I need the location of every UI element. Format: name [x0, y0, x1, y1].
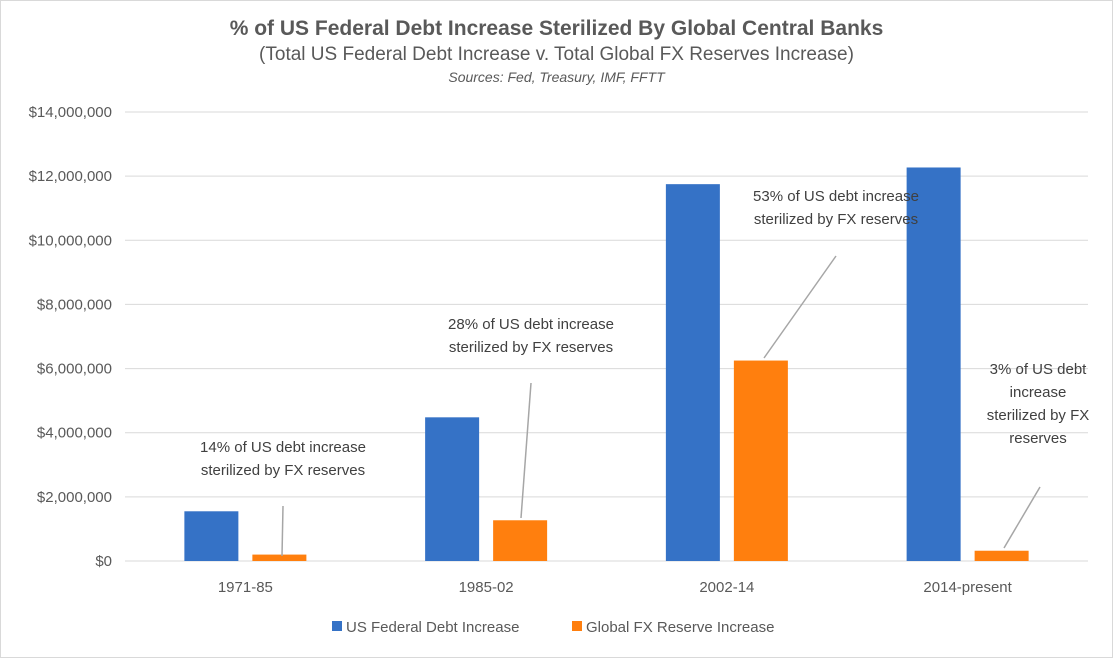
chart-title: % of US Federal Debt Increase Sterilized… — [229, 17, 884, 40]
y-tick-label: $8,000,000 — [37, 296, 112, 313]
y-tick-label: $12,000,000 — [29, 168, 112, 185]
bar — [733, 360, 788, 561]
x-tick-label: 2014-present — [923, 579, 1012, 596]
legend: US Federal Debt Increase Global FX Reserv… — [332, 619, 774, 636]
annotation-text: 3% of US debt — [990, 361, 1088, 378]
x-axis-tick-labels: 1971-85 1985-02 2002-14 2014-present — [218, 579, 1013, 596]
y-tick-label: $6,000,000 — [37, 361, 112, 378]
y-tick-label: $4,000,000 — [37, 425, 112, 442]
bar — [425, 417, 480, 561]
bar — [493, 520, 548, 561]
bars — [184, 167, 1029, 562]
annotation-text: sterilized by FX reserves — [754, 211, 918, 228]
legend-label: US Federal Debt Increase — [346, 619, 519, 636]
bar — [906, 167, 961, 561]
chart-subtitle: (Total US Federal Debt Increase v. Total… — [259, 44, 854, 65]
legend-label: Global FX Reserve Increase — [586, 619, 774, 636]
annotation-leader-line — [520, 382, 532, 519]
annotation-text: sterilized by FX — [987, 407, 1090, 424]
x-tick-label: 2002-14 — [699, 579, 754, 596]
y-axis-tick-labels: $0 $2,000,000 $4,000,000 $6,000,000 $8,000,0… — [29, 104, 112, 570]
annotation-text: 53% of US debt increase — [753, 188, 919, 205]
annotations: 14% of US debt increase sterilized by FX … — [200, 188, 1089, 479]
annotation-text: 14% of US debt increase — [200, 439, 366, 456]
chart-source: Sources: Fed, Treasury, IMF, FFTT — [448, 69, 665, 85]
y-tick-label: $10,000,000 — [29, 232, 112, 249]
x-tick-label: 1985-02 — [459, 579, 514, 596]
x-tick-label: 1971-85 — [218, 579, 273, 596]
bar — [974, 550, 1029, 561]
y-tick-label: $14,000,000 — [29, 104, 112, 121]
bar — [665, 184, 720, 562]
annotation-leader-line — [281, 505, 284, 557]
annotation-leader-line — [1003, 486, 1041, 549]
y-tick-label: $0 — [95, 553, 112, 570]
legend-swatch — [572, 621, 582, 631]
y-tick-label: $2,000,000 — [37, 489, 112, 506]
annotation-text: increase — [1010, 384, 1067, 401]
annotation-text: 28% of US debt increase — [448, 316, 614, 333]
annotation-leader-line — [763, 255, 837, 359]
bar — [252, 554, 307, 561]
bar — [184, 511, 239, 561]
annotation-leader-lines — [281, 255, 1041, 557]
legend-swatch — [332, 621, 342, 631]
annotation-text: reserves — [1009, 430, 1067, 447]
annotation-text: sterilized by FX reserves — [201, 462, 365, 479]
annotation-text: sterilized by FX reserves — [449, 339, 613, 356]
